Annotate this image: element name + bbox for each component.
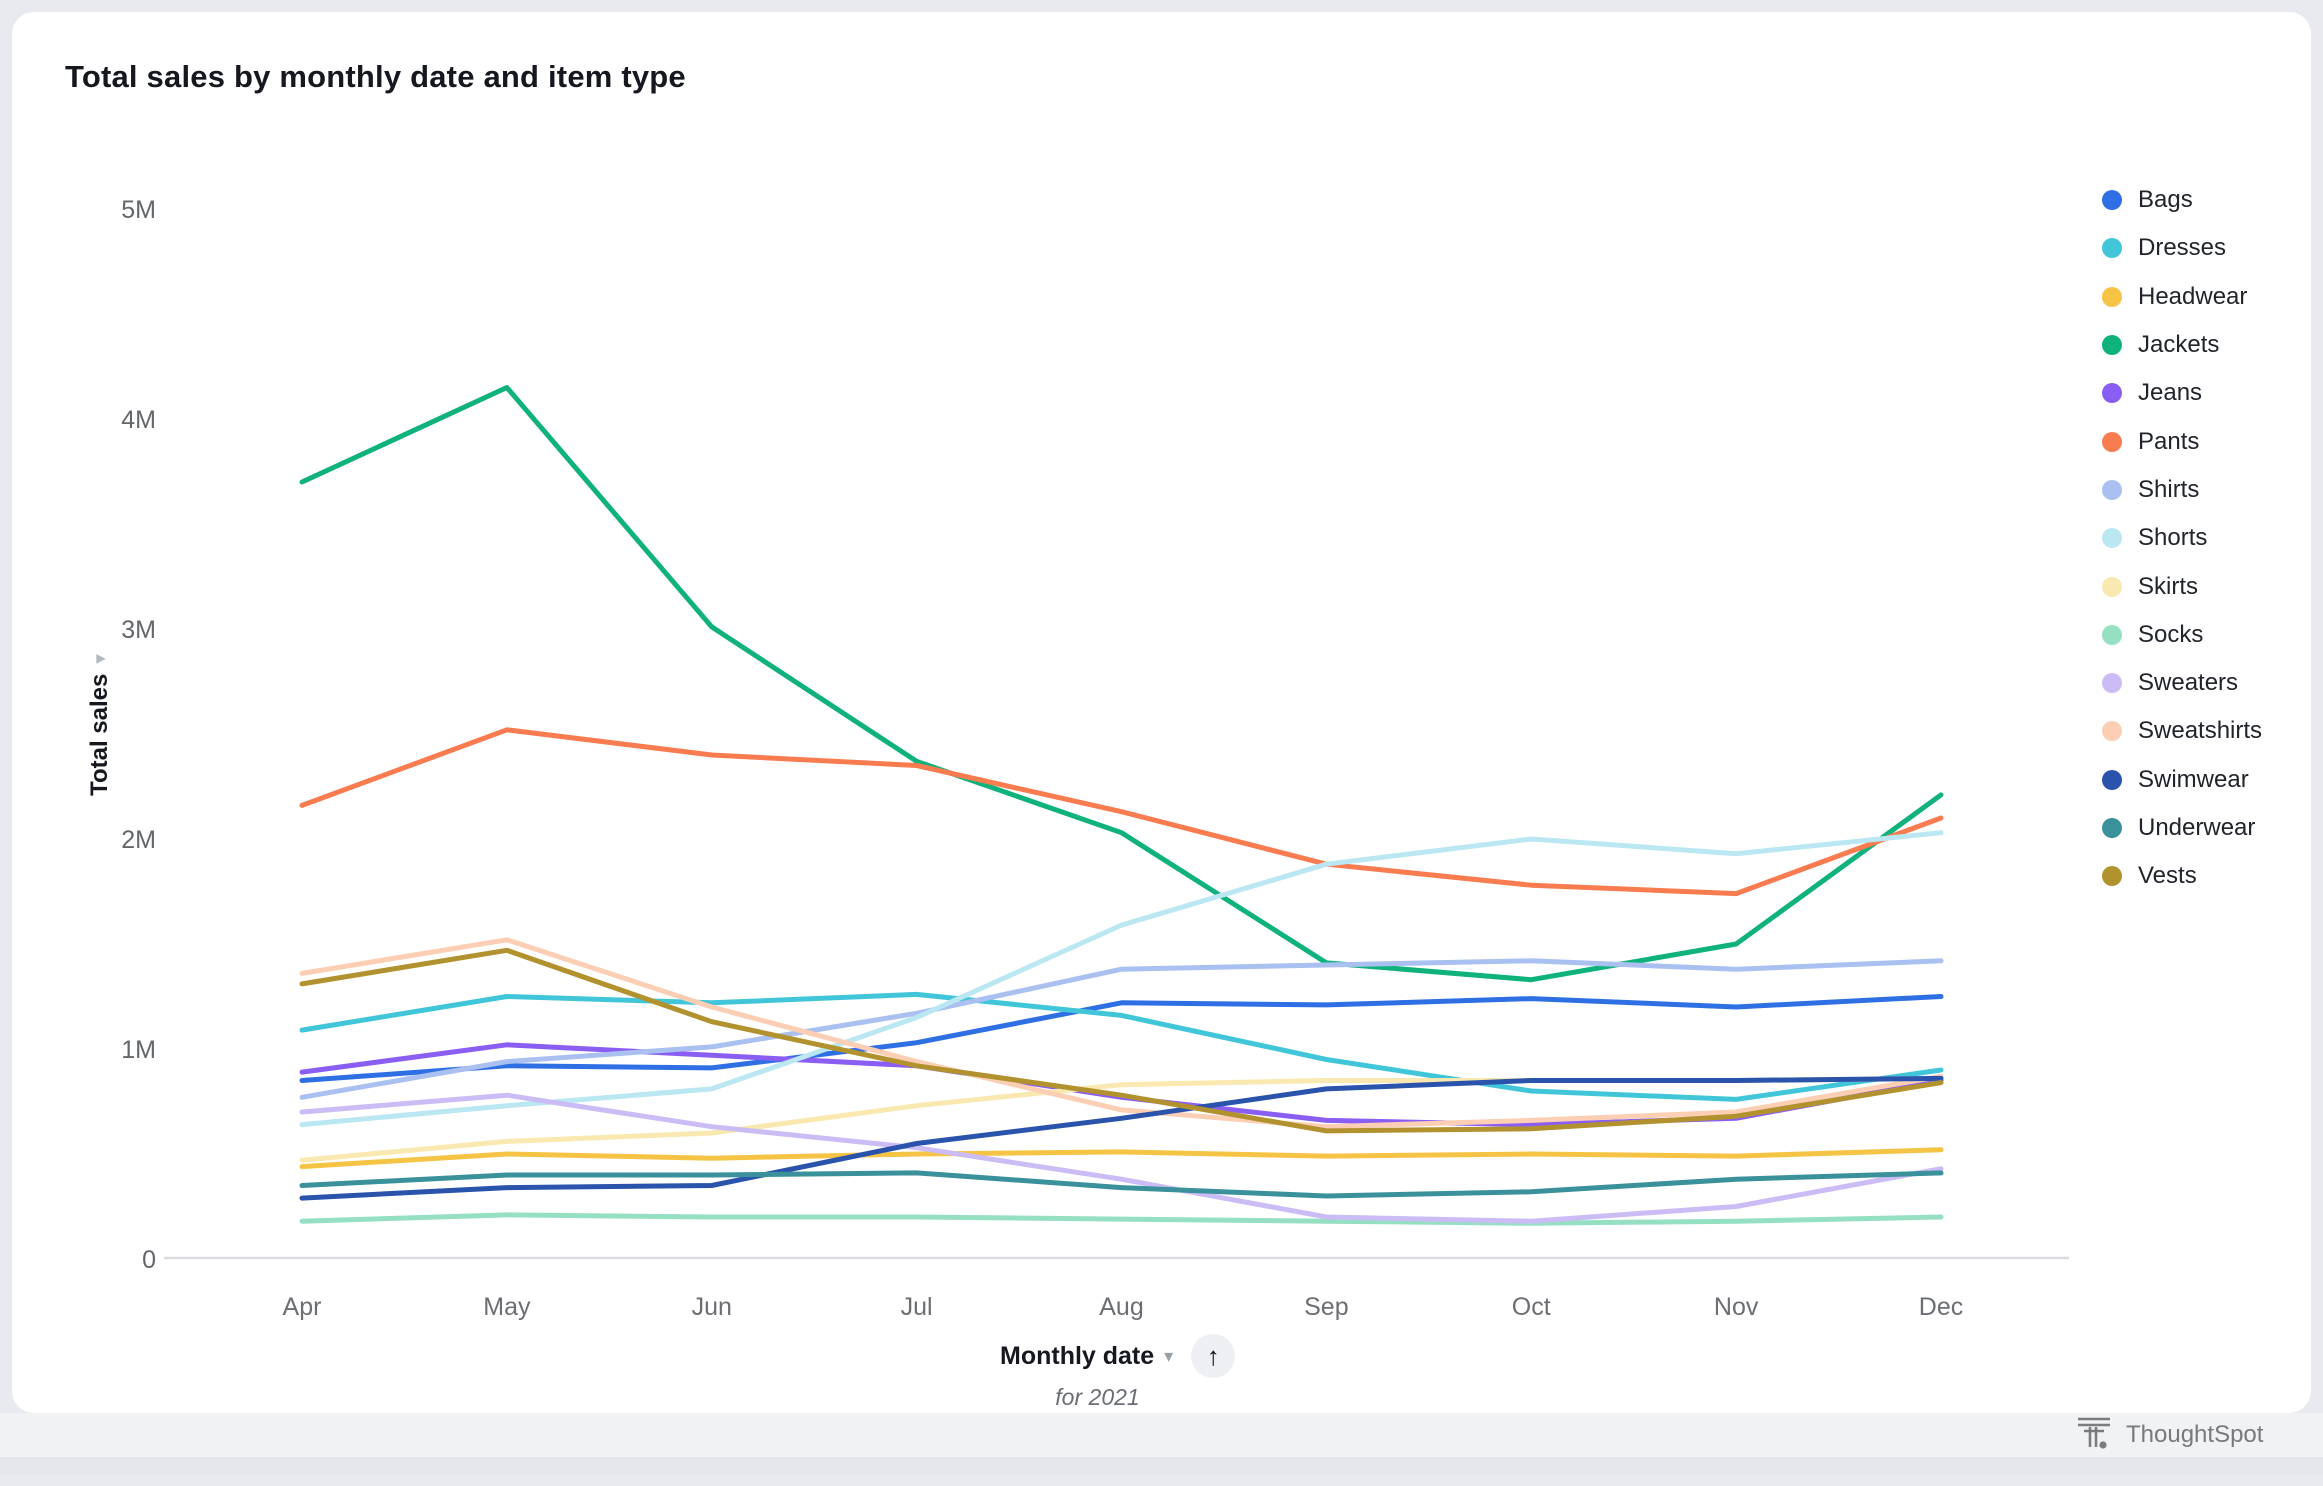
legend-item[interactable]: Shorts: [2102, 514, 2262, 562]
legend-item[interactable]: Shirts: [2102, 466, 2262, 514]
x-tick-label: Jul: [901, 1293, 933, 1321]
series-line-bags[interactable]: [302, 997, 1941, 1081]
series-line-socks[interactable]: [302, 1215, 1941, 1223]
legend-label: Vests: [2138, 862, 2197, 890]
legend-dot-icon: [2102, 528, 2122, 548]
x-tick-label: May: [483, 1293, 531, 1321]
legend-dot-icon: [2102, 625, 2122, 645]
legend-dot-icon: [2102, 287, 2122, 307]
legend-dot-icon: [2102, 866, 2122, 886]
legend-label: Skirts: [2138, 573, 2198, 601]
legend-label: Dresses: [2138, 234, 2226, 262]
legend-label: Swimwear: [2138, 766, 2249, 794]
footer-band: [0, 1413, 2323, 1457]
series-line-headwear[interactable]: [302, 1150, 1941, 1167]
y-tick-label: 3M: [121, 616, 156, 644]
y-tick-label: 5M: [121, 196, 156, 224]
sort-ascending-button[interactable]: ↑: [1191, 1334, 1235, 1378]
legend-dot-icon: [2102, 818, 2122, 838]
y-tick-label: 1M: [121, 1036, 156, 1064]
thoughtspot-logo-icon: [2076, 1415, 2112, 1456]
legend-dot-icon: [2102, 480, 2122, 500]
legend-item[interactable]: Jeans: [2102, 369, 2262, 417]
page-background: Total sales by monthly date and item typ…: [0, 0, 2323, 1474]
y-tick-label: 0: [142, 1246, 156, 1274]
x-tick-label: Oct: [1512, 1293, 1551, 1321]
legend: Bags Dresses Headwear Jackets Jeans Pants Shir…: [2102, 176, 2262, 900]
legend-dot-icon: [2102, 721, 2122, 741]
footer-brand: ThoughtSpot: [2076, 1413, 2263, 1457]
legend-dot-icon: [2102, 577, 2122, 597]
legend-label: Shorts: [2138, 524, 2207, 552]
legend-label: Headwear: [2138, 283, 2247, 311]
legend-dot-icon: [2102, 190, 2122, 210]
legend-item[interactable]: Socks: [2102, 611, 2262, 659]
legend-dot-icon: [2102, 335, 2122, 355]
chart-card: Total sales by monthly date and item typ…: [12, 12, 2311, 1413]
y-tick-label: 4M: [121, 406, 156, 434]
legend-item[interactable]: Bags: [2102, 176, 2262, 224]
legend-item[interactable]: Dresses: [2102, 224, 2262, 272]
x-axis-subtitle: for 2021: [1000, 1384, 1195, 1411]
y-tick-label: 2M: [121, 826, 156, 854]
legend-label: Sweatshirts: [2138, 717, 2262, 745]
legend-item[interactable]: Vests: [2102, 852, 2262, 900]
x-axis-label[interactable]: Monthly date: [1000, 1342, 1154, 1371]
x-tick-label: Jun: [692, 1293, 732, 1321]
legend-item[interactable]: Jackets: [2102, 321, 2262, 369]
legend-label: Jeans: [2138, 379, 2202, 407]
legend-item[interactable]: Pants: [2102, 417, 2262, 465]
legend-label: Shirts: [2138, 476, 2199, 504]
legend-item[interactable]: Swimwear: [2102, 756, 2262, 804]
legend-item[interactable]: Headwear: [2102, 273, 2262, 321]
legend-item[interactable]: Sweatshirts: [2102, 707, 2262, 755]
series-line-underwear[interactable]: [302, 1173, 1941, 1196]
up-arrow-icon: ↑: [1207, 1343, 1220, 1369]
x-axis-control: Monthly date ▾ ↑ for 2021: [1000, 1334, 1300, 1411]
legend-item[interactable]: Underwear: [2102, 804, 2262, 852]
x-tick-label: Sep: [1304, 1293, 1348, 1321]
x-tick-label: Dec: [1919, 1293, 1963, 1321]
line-chart-plot: 0 1M 2M 3M 4M 5M Apr May Jun Jul Aug Sep Oct Nov Dec: [12, 12, 2323, 1486]
legend-dot-icon: [2102, 432, 2122, 452]
legend-label: Sweaters: [2138, 669, 2238, 697]
legend-item[interactable]: Sweaters: [2102, 659, 2262, 707]
x-axis-caret-icon[interactable]: ▾: [1164, 1346, 1173, 1367]
legend-label: Jackets: [2138, 331, 2219, 359]
x-tick-label: Apr: [283, 1293, 322, 1321]
legend-dot-icon: [2102, 238, 2122, 258]
bottom-strip: [0, 1457, 2323, 1474]
x-tick-label: Nov: [1714, 1293, 1759, 1321]
legend-dot-icon: [2102, 673, 2122, 693]
x-axis-control-row: Monthly date ▾ ↑: [1000, 1334, 1300, 1378]
legend-item[interactable]: Skirts: [2102, 562, 2262, 610]
legend-label: Pants: [2138, 428, 2199, 456]
legend-label: Socks: [2138, 621, 2203, 649]
legend-label: Bags: [2138, 186, 2193, 214]
legend-dot-icon: [2102, 383, 2122, 403]
series-line-pants[interactable]: [302, 730, 1941, 894]
legend-dot-icon: [2102, 770, 2122, 790]
thoughtspot-brand-text: ThoughtSpot: [2126, 1421, 2263, 1449]
series-line-shirts[interactable]: [302, 961, 1941, 1098]
legend-label: Underwear: [2138, 814, 2255, 842]
x-tick-label: Aug: [1099, 1293, 1143, 1321]
